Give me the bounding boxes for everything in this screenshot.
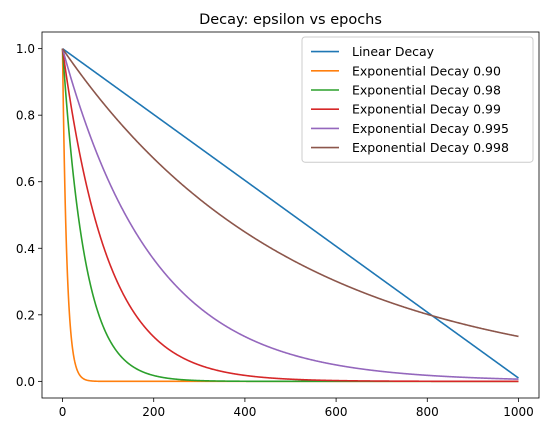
legend: Linear Decay Exponential Decay 0.90 Expone… (301, 36, 534, 163)
legend-label: Exponential Decay 0.998 (352, 140, 509, 155)
x-tick-label: 600 (325, 405, 348, 419)
plot-lines (61, 47, 519, 383)
chart-title: Decay: epsilon vs epochs (199, 12, 382, 28)
legend-label: Linear Decay (352, 44, 435, 59)
x-axis: 0 200 400 600 800 1000 (59, 398, 534, 419)
x-tick-label: 200 (142, 405, 165, 419)
axes-frame (41, 31, 540, 399)
x-tick-label: 800 (416, 405, 439, 419)
y-tick-label: 1.0 (16, 42, 35, 56)
y-tick-label: 0.6 (16, 175, 35, 189)
series-line-4 (61, 48, 519, 380)
legend-label: Exponential Decay 0.99 (352, 102, 501, 117)
series-line-3 (61, 48, 519, 383)
y-tick-label: 0.2 (16, 308, 35, 322)
y-axis: 0.0 0.2 0.4 0.6 0.8 1.0 (16, 42, 42, 389)
y-tick-label: 0.4 (16, 242, 35, 256)
legend-box (301, 36, 534, 163)
x-tick-label: 1000 (503, 405, 534, 419)
y-tick-label: 0.0 (16, 375, 35, 389)
y-tick-label: 0.8 (16, 109, 35, 123)
legend-label: Exponential Decay 0.98 (352, 83, 501, 98)
series-line-5 (61, 48, 519, 338)
x-tick-label: 0 (59, 405, 67, 419)
legend-label: Exponential Decay 0.995 (352, 121, 509, 136)
legend-label: Exponential Decay 0.90 (352, 63, 501, 78)
x-tick-label: 400 (233, 405, 256, 419)
series-line-0 (62, 47, 519, 379)
